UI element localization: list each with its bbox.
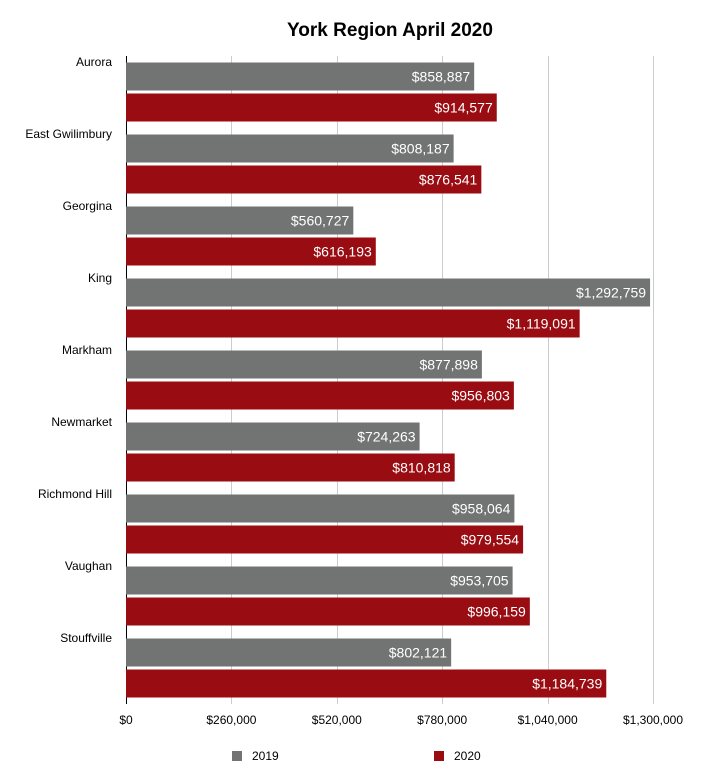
bar-2020 (126, 525, 524, 554)
category-label: Richmond Hill (38, 487, 112, 501)
bar-2019 (126, 206, 354, 235)
category-label: Vaughan (65, 559, 112, 573)
legend: 2019 2020 (232, 749, 481, 763)
legend-label: 2020 (454, 749, 481, 763)
bar-2019 (126, 494, 515, 523)
bar-2019 (126, 62, 475, 91)
x-tick-label: $1,040,000 (518, 713, 578, 727)
x-tick-label: $0 (119, 713, 133, 727)
bar-2020 (126, 93, 497, 122)
category-labels: Aurora East Gwilimbury Georgina King Markham… (25, 55, 112, 645)
chart-title: York Region April 2020 (287, 20, 493, 41)
bar-2019 (126, 638, 452, 667)
gridlines (126, 56, 654, 704)
data-label: $877,898 (419, 357, 478, 373)
legend-swatch-2019 (232, 751, 242, 761)
bar-2020 (126, 597, 530, 626)
data-label: $956,803 (451, 388, 510, 404)
x-axis-ticks: $0 $260,000 $520,000 $780,000 $1,040,000 $1,3… (119, 713, 683, 727)
data-label: $1,292,759 (576, 285, 646, 301)
data-label: $802,121 (389, 645, 448, 661)
category-label: King (88, 271, 112, 285)
legend-swatch-2020 (434, 751, 444, 761)
x-tick-label: $1,300,000 (623, 713, 683, 727)
category-label: Markham (62, 343, 112, 357)
bar-2020 (126, 453, 455, 482)
data-label: $560,727 (291, 213, 350, 229)
data-label: $914,577 (434, 100, 493, 116)
bar-2019 (126, 566, 513, 595)
data-label: $996,159 (467, 604, 526, 620)
category-label: East Gwilimbury (25, 127, 112, 141)
x-tick-label: $520,000 (312, 713, 362, 727)
data-label: $810,818 (392, 460, 451, 476)
data-label: $1,119,091 (507, 316, 576, 332)
data-label: $808,187 (391, 141, 450, 157)
data-label: $953,705 (450, 573, 509, 589)
bar-2019 (126, 350, 482, 379)
legend-label: 2019 (252, 749, 279, 763)
data-label: $979,554 (461, 532, 520, 548)
bar-2020 (126, 381, 514, 410)
data-label: $876,541 (419, 172, 478, 188)
bar-2020 (126, 237, 376, 266)
bar-2020 (126, 165, 482, 194)
data-label: $858,887 (412, 69, 471, 85)
bar-2019 (126, 134, 454, 163)
x-tick-label: $260,000 (206, 713, 256, 727)
bar-2020 (126, 309, 580, 338)
data-label: $724,263 (357, 429, 416, 445)
bar-2019 (126, 278, 651, 307)
bar-2019 (126, 422, 420, 451)
category-label: Stouffville (60, 631, 112, 645)
bar-2020 (126, 669, 607, 698)
category-label: Aurora (76, 55, 112, 69)
bars: $858,887 $914,577 $808,187 $876,541 $560,727… (126, 62, 651, 698)
data-label: $958,064 (452, 501, 511, 517)
data-label: $1,184,739 (532, 676, 602, 692)
data-label: $616,193 (313, 244, 372, 260)
category-label: Georgina (63, 199, 113, 213)
x-tick-label: $780,000 (417, 713, 467, 727)
category-label: Newmarket (51, 415, 112, 429)
